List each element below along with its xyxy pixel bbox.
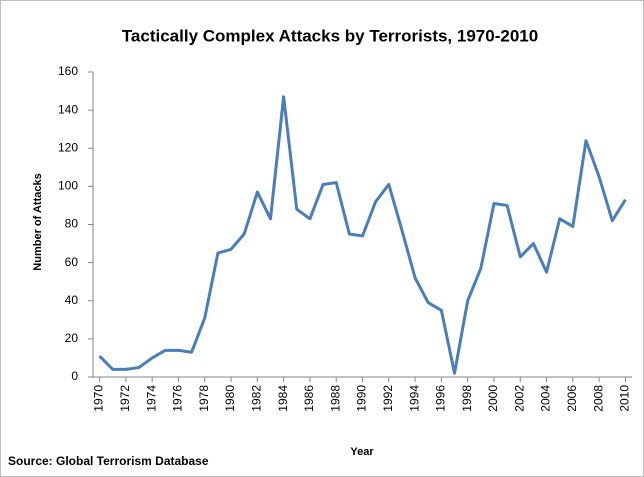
x-tick-label: 2002: [512, 385, 526, 412]
x-tick-label: 2000: [486, 385, 500, 412]
x-tick-label: 1986: [302, 385, 316, 412]
x-tick-label: 1996: [434, 385, 448, 412]
x-tick-label: 1994: [407, 385, 421, 412]
chart-title: Tactically Complex Attacks by Terrorists…: [122, 26, 538, 45]
x-tick-label: 1992: [381, 385, 395, 412]
x-tick-label: 2006: [565, 385, 579, 412]
x-tick-label: 2008: [591, 385, 605, 412]
x-tick-label: 1988: [328, 385, 342, 412]
y-tick-label: 60: [65, 255, 79, 269]
x-tick-label: 2004: [539, 385, 553, 412]
x-tick-label: 1970: [92, 385, 106, 412]
x-tick-label: 1998: [460, 385, 474, 412]
x-tick-label: 1982: [250, 385, 264, 412]
y-tick-label: 20: [65, 331, 79, 345]
x-tick-label: 1990: [355, 385, 369, 412]
line-series: [98, 95, 627, 375]
y-tick-label: 120: [58, 140, 78, 154]
x-axis-title: Year: [350, 446, 374, 458]
x-tick-label: 1978: [197, 385, 211, 412]
x-tick-label: 1984: [276, 385, 290, 412]
y-tick-label: 40: [65, 293, 79, 307]
y-tick-label: 0: [71, 369, 78, 383]
y-tick-label: 140: [58, 102, 78, 116]
x-tick-label: 1974: [144, 385, 158, 412]
y-tick-label: 80: [65, 217, 79, 231]
source-note: Source: Global Terrorism Database: [8, 454, 209, 468]
x-tick-label: 1976: [171, 385, 185, 412]
x-tick-label: 2010: [618, 385, 632, 412]
y-axis-title: Number of Attacks: [32, 173, 44, 270]
x-tick-label: 1972: [118, 385, 132, 412]
y-tick-label: 100: [58, 179, 78, 193]
y-tick-label: 160: [58, 64, 78, 78]
x-tick-label: 1980: [223, 385, 237, 412]
